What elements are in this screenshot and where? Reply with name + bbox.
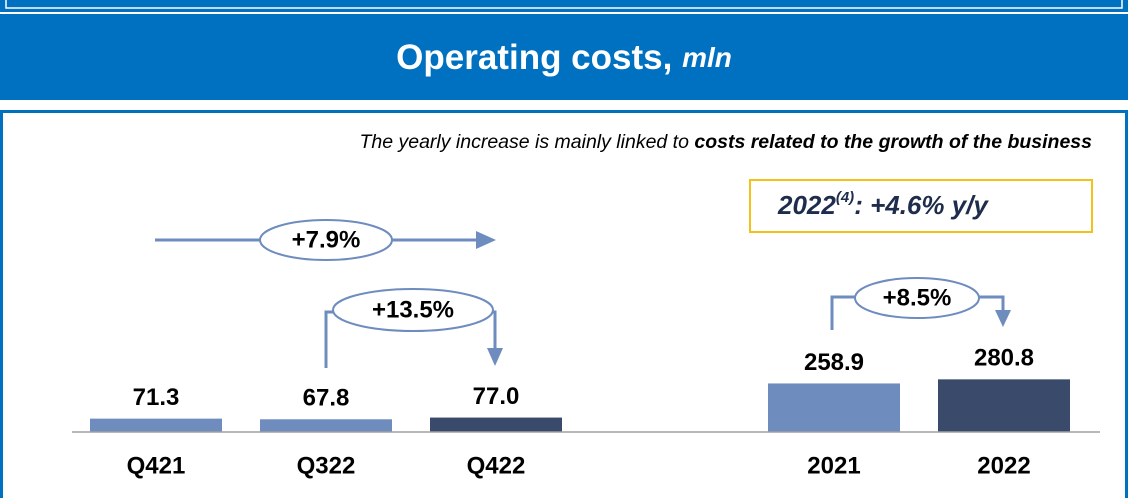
arrowhead [487,348,503,366]
value-label: 77.0 [473,383,520,410]
subtitle-bold: costs related to the growth of the busin… [694,131,1092,153]
value-label: 67.8 [303,385,350,412]
x-tick-label: 2022 [977,452,1030,479]
content-border [0,110,1128,498]
bar [260,419,392,432]
arrowheads [476,231,1011,366]
title-main: Operating costs, [396,38,682,77]
value-label: 280.8 [974,345,1034,372]
header-band [0,14,1128,100]
top-strip [0,0,1128,12]
highlight-change: : +4.6% y/y [854,190,989,220]
annotation-bubble [854,277,980,319]
top-strip-border [5,0,1123,9]
title-unit: mln [682,42,732,73]
value-label: 258.9 [804,349,864,376]
x-tick-label: Q421 [127,452,186,479]
highlight-note: (4) [836,189,854,206]
highlight-year: 2022 [777,190,836,220]
chart-title: Operating costs, mln [396,38,732,77]
highlight-box [749,179,1093,233]
annotation: +7.9% [292,226,361,253]
arrowhead [995,310,1011,327]
subtitle: The yearly increase is mainly linked to … [359,131,1092,153]
annotation-bubble [259,219,393,261]
annotation: +8.5% [883,284,952,311]
value-label: 71.3 [133,384,180,411]
annotation: +13.5% [372,296,454,323]
bar [768,383,900,432]
x-tick-label: Q422 [467,452,526,479]
bar [90,418,222,432]
bar [938,379,1070,432]
x-tick-label: Q322 [297,452,356,479]
x-tick-label: 2021 [807,452,860,479]
arrowhead [476,231,496,249]
bar [430,417,562,432]
subtitle-plain: The yearly increase is mainly linked to [359,131,694,153]
highlight-text: 2022(4): +4.6% y/y [777,189,989,220]
annotation-bubble [332,288,494,332]
